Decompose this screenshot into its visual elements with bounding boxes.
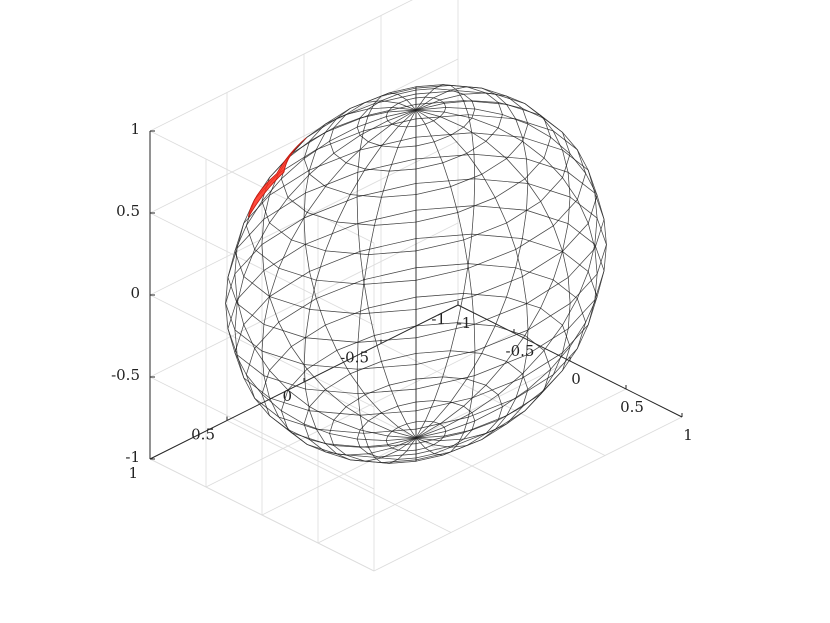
red-patch (247, 137, 307, 218)
z-tick-label: 1 (130, 120, 140, 138)
x-tick-label: 0.5 (620, 398, 644, 416)
grid-line (149, 212, 375, 326)
grid-line (226, 420, 452, 533)
tick-labels: -1-0.500.51-1-0.500.51-1-0.500.51 (111, 120, 693, 482)
y-tick-label: 1 (128, 464, 138, 482)
y-tick-label: 0 (282, 387, 292, 405)
grid-line (149, 458, 375, 572)
z-tick-label: -1 (125, 448, 140, 466)
z-tick-label: 0 (130, 284, 140, 302)
x-tick-label: -0.5 (506, 342, 535, 360)
z-tick-label: 0.5 (116, 202, 140, 220)
axes (149, 130, 683, 460)
red-patch-surface (247, 137, 307, 218)
x-tick-label: -1 (457, 314, 472, 332)
y-tick-label: -0.5 (340, 349, 369, 367)
x-tick-label: 1 (683, 426, 693, 444)
grid-line (317, 388, 627, 544)
x-tick-label: 0 (571, 370, 581, 388)
z-tick-label: -0.5 (111, 366, 140, 384)
grid-line (373, 416, 683, 572)
y-tick-label: 0.5 (191, 426, 215, 444)
grid-line (149, 0, 413, 132)
y-tick-label: -1 (431, 310, 446, 328)
grid-line (149, 130, 375, 244)
grid-line (149, 58, 459, 214)
sphere-surface (225, 84, 607, 464)
sphere-face (577, 172, 598, 225)
